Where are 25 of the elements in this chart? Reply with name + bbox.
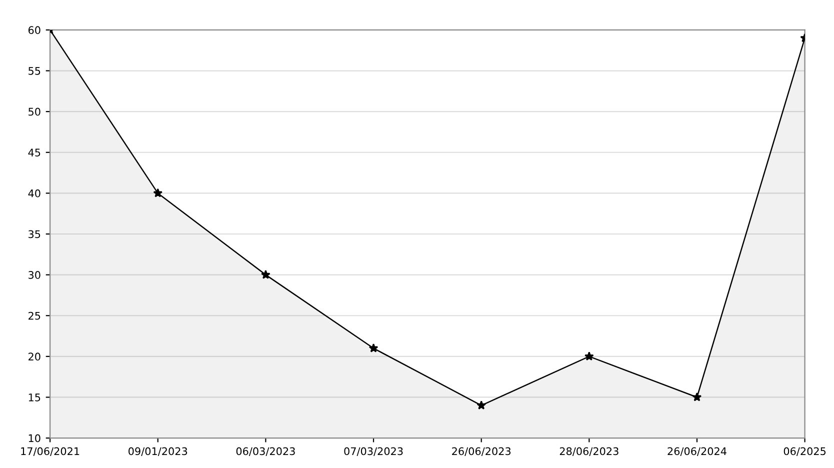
point xyxy=(153,188,163,198)
x-tick-label: 09/01/2023 xyxy=(128,447,188,456)
y-tick-label: 50 xyxy=(28,108,40,116)
y-tick-label: 15 xyxy=(28,394,40,402)
x-tick-label: 26/06/2024 xyxy=(668,447,726,456)
point xyxy=(692,392,702,402)
x-tick-label: 28/06/2023 xyxy=(560,447,618,456)
y-tick-label: 20 xyxy=(28,352,40,361)
point xyxy=(476,400,486,410)
point xyxy=(261,270,270,279)
y-tick-label: 45 xyxy=(28,148,40,156)
point xyxy=(368,343,378,352)
y-tick-label: 35 xyxy=(28,230,40,238)
y-tick-label: 25 xyxy=(28,312,40,320)
y-tick-label: 30 xyxy=(28,271,40,279)
point xyxy=(584,352,594,360)
x-tick-label: 17/06/2021 xyxy=(21,447,80,456)
y-tick-label: 10 xyxy=(28,434,40,442)
x-tick-label: 07/03/2023 xyxy=(344,447,403,456)
x-tick-label: 06/2025 xyxy=(784,447,826,456)
y-tick-label: 40 xyxy=(28,189,40,198)
y-tick-label: 55 xyxy=(28,67,40,75)
x-tick-label: 26/06/2023 xyxy=(452,447,511,456)
x-tick-label: 06/03/2023 xyxy=(236,447,295,456)
y-tick-label: 60 xyxy=(28,26,40,34)
